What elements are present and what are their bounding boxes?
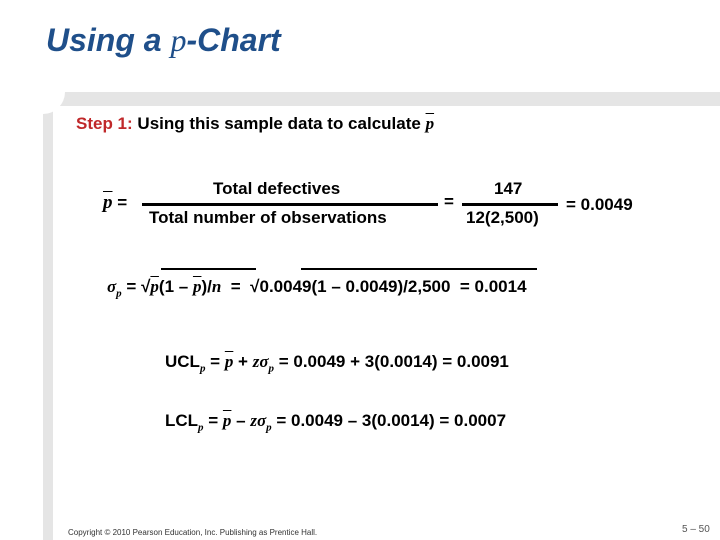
- sigma-result: = 0.0014: [459, 277, 527, 296]
- lcl-equation: LCLp = p – zσp = 0.0049 – 3(0.0014) = 0.…: [165, 411, 506, 433]
- sqrt-bar-2: [301, 268, 537, 270]
- lcl-equals: =: [203, 411, 223, 430]
- ucl-z: z: [252, 352, 260, 371]
- sigma-value-expression: 0.0049(1 – 0.0049)/2,500: [259, 277, 451, 296]
- ucl-expression: = 0.0049 + 3(0.0014) = 0.0091: [274, 352, 509, 371]
- sigma-symbol: σ: [107, 277, 117, 296]
- radical-2: √: [250, 277, 260, 296]
- sigma-subscript: p: [116, 287, 122, 300]
- ucl-label: UCL: [165, 352, 200, 371]
- lcl-operator: –: [231, 411, 251, 430]
- lcl-sigma-subscript: p: [266, 421, 272, 434]
- equals-2: =: [444, 192, 454, 211]
- lcl-expression: = 0.0049 – 3(0.0014) = 0.0007: [271, 411, 507, 430]
- lcl-subscript: p: [198, 421, 204, 434]
- content-area: [53, 106, 720, 540]
- radical-1: √: [141, 277, 151, 296]
- denominator-2: 12(2,500): [466, 208, 539, 227]
- formula-mid-2: )/: [201, 277, 212, 296]
- step-heading: Step 1: Using this sample data to calcul…: [76, 114, 434, 134]
- ucl-sigma: σ: [259, 352, 269, 371]
- ucl-sigma-subscript: p: [268, 362, 275, 375]
- title-variable: p: [170, 22, 187, 58]
- step-text: Using this sample data to calculate: [132, 114, 426, 133]
- formula-p-2: p: [192, 277, 202, 296]
- ucl-equals: =: [205, 352, 225, 371]
- pbar-lhs: p =: [103, 192, 127, 214]
- fraction-bar-2: [462, 203, 558, 206]
- copyright-notice: Copyright © 2010 Pearson Education, Inc.…: [68, 528, 318, 537]
- title-suffix: -Chart: [186, 22, 281, 58]
- lcl-label: LCL: [165, 411, 199, 430]
- sqrt-bar-1: [161, 268, 256, 270]
- denominator-1: Total number of observations: [149, 208, 387, 227]
- numerator-1: Total defectives: [213, 179, 341, 198]
- ucl-equation: UCLp = p + zσp = 0.0049 + 3(0.0014) = 0.…: [165, 352, 509, 374]
- sigma-equals-1: =: [126, 277, 137, 296]
- slide-title: Using a p-Chart: [46, 22, 281, 59]
- formula-n: n: [211, 277, 222, 296]
- sigma-equals-2: =: [230, 277, 241, 296]
- step-label: Step 1:: [76, 114, 133, 133]
- title-prefix: Using a: [46, 22, 171, 58]
- lcl-pbar: p: [222, 411, 232, 430]
- step-variable: p: [425, 114, 435, 133]
- formula-mid: (1 –: [158, 277, 193, 296]
- page-number: 5 – 50: [682, 524, 710, 535]
- pbar-equals: =: [117, 193, 128, 212]
- pbar-result: = 0.0049: [566, 195, 633, 214]
- numerator-2: 147: [494, 179, 523, 198]
- pbar-symbol: p: [103, 192, 113, 213]
- ucl-subscript: p: [199, 362, 206, 375]
- formula-p-1: p: [150, 277, 159, 296]
- sigma-equation: σp = √p(1 – p)/n = √0.0049(1 – 0.0049)/2…: [107, 277, 527, 299]
- lcl-sigma: σ: [256, 411, 267, 430]
- fraction-bar-1: [142, 203, 438, 206]
- ucl-pbar: p: [224, 352, 234, 371]
- ucl-operator: +: [233, 352, 253, 371]
- lcl-z: z: [250, 411, 257, 430]
